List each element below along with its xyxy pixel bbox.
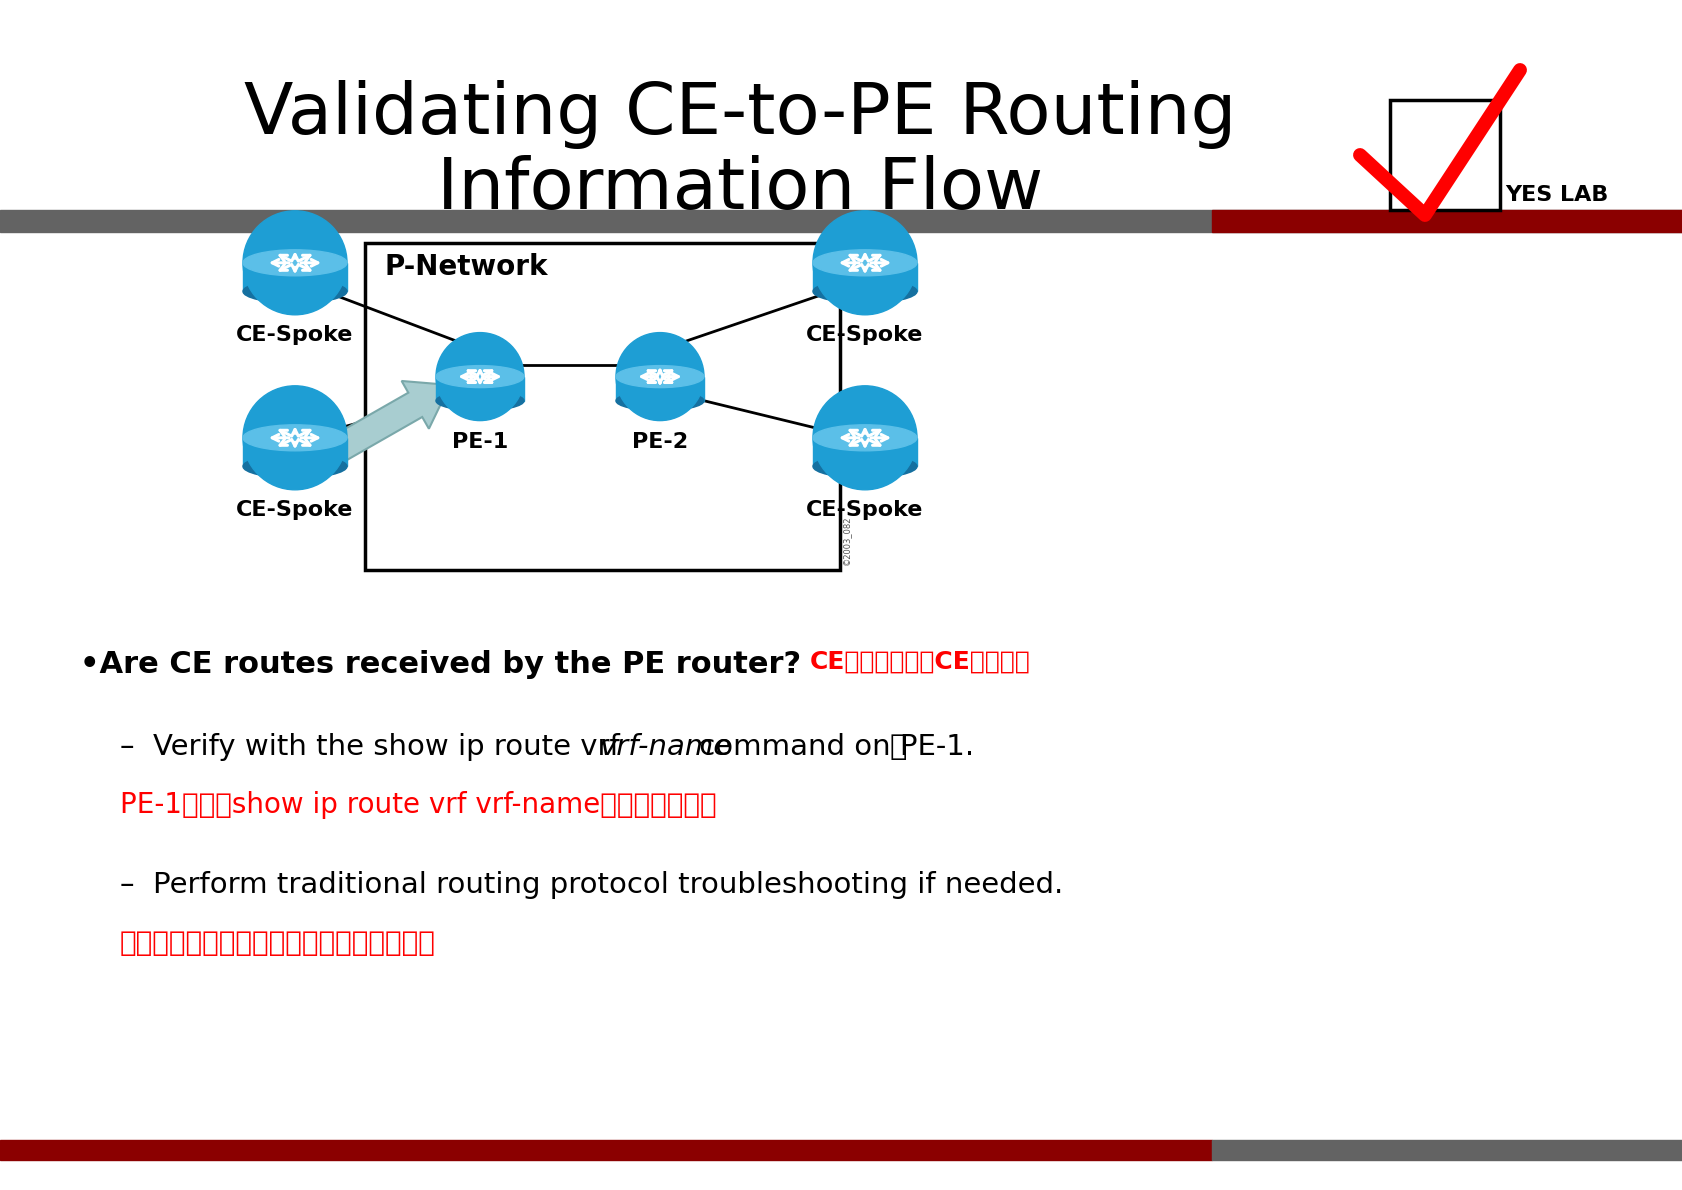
Text: 如果需要，请执行传统路由协议故障排除。: 如果需要，请执行传统路由协议故障排除。 (119, 929, 436, 957)
FancyBboxPatch shape (242, 263, 346, 292)
Text: PE-2: PE-2 (631, 432, 688, 452)
Ellipse shape (242, 455, 346, 478)
Text: Information Flow: Information Flow (437, 155, 1043, 224)
FancyBboxPatch shape (812, 263, 917, 292)
Text: ©2003_082: ©2003_082 (841, 515, 851, 565)
Text: CE-Spoke: CE-Spoke (235, 500, 353, 520)
Text: Validating CE-to-PE Routing: Validating CE-to-PE Routing (244, 80, 1236, 149)
Circle shape (436, 332, 523, 420)
Ellipse shape (812, 455, 917, 478)
FancyBboxPatch shape (242, 438, 346, 466)
Ellipse shape (616, 365, 703, 388)
Text: CE-Spoke: CE-Spoke (235, 325, 353, 345)
FancyBboxPatch shape (436, 376, 523, 401)
Ellipse shape (616, 390, 703, 411)
FancyBboxPatch shape (616, 376, 703, 401)
Bar (1211, 209, 1682, 232)
Text: 在: 在 (890, 733, 907, 760)
Text: command on PE-1.: command on PE-1. (690, 733, 974, 760)
Bar (0, 209, 1682, 232)
Text: vrf-name: vrf-name (600, 733, 732, 760)
FancyArrow shape (303, 381, 449, 477)
Bar (0, 1140, 1211, 1160)
Ellipse shape (242, 250, 346, 276)
Circle shape (242, 211, 346, 315)
Text: PE-1: PE-1 (451, 432, 508, 452)
Ellipse shape (812, 280, 917, 303)
Text: PE-1上使用show ip route vrf vrf-name命令进行验证。: PE-1上使用show ip route vrf vrf-name命令进行验证。 (119, 791, 717, 819)
Bar (1389, 100, 1499, 209)
Text: P-Network: P-Network (385, 253, 548, 281)
Text: YES LAB: YES LAB (1504, 184, 1608, 205)
FancyBboxPatch shape (812, 438, 917, 466)
Text: –  Verify with the show ip route vrf: – Verify with the show ip route vrf (119, 733, 629, 760)
Text: CE-Spoke: CE-Spoke (806, 500, 923, 520)
Ellipse shape (242, 280, 346, 303)
Circle shape (812, 211, 917, 315)
Circle shape (616, 332, 703, 420)
Bar (1211, 1140, 1682, 1160)
Ellipse shape (812, 250, 917, 276)
Circle shape (242, 386, 346, 490)
Text: •Are CE routes received by the PE router?: •Are CE routes received by the PE router… (81, 650, 811, 679)
Text: –  Perform traditional routing protocol troubleshooting if needed.: – Perform traditional routing protocol t… (119, 871, 1063, 898)
Ellipse shape (242, 425, 346, 451)
Bar (365, 243, 839, 570)
Ellipse shape (436, 365, 523, 388)
Ellipse shape (812, 425, 917, 451)
Ellipse shape (436, 390, 523, 411)
Circle shape (812, 386, 917, 490)
Text: CE-Spoke: CE-Spoke (806, 325, 923, 345)
Text: CE路由器接收到CE路由吗？: CE路由器接收到CE路由吗？ (809, 650, 1029, 674)
